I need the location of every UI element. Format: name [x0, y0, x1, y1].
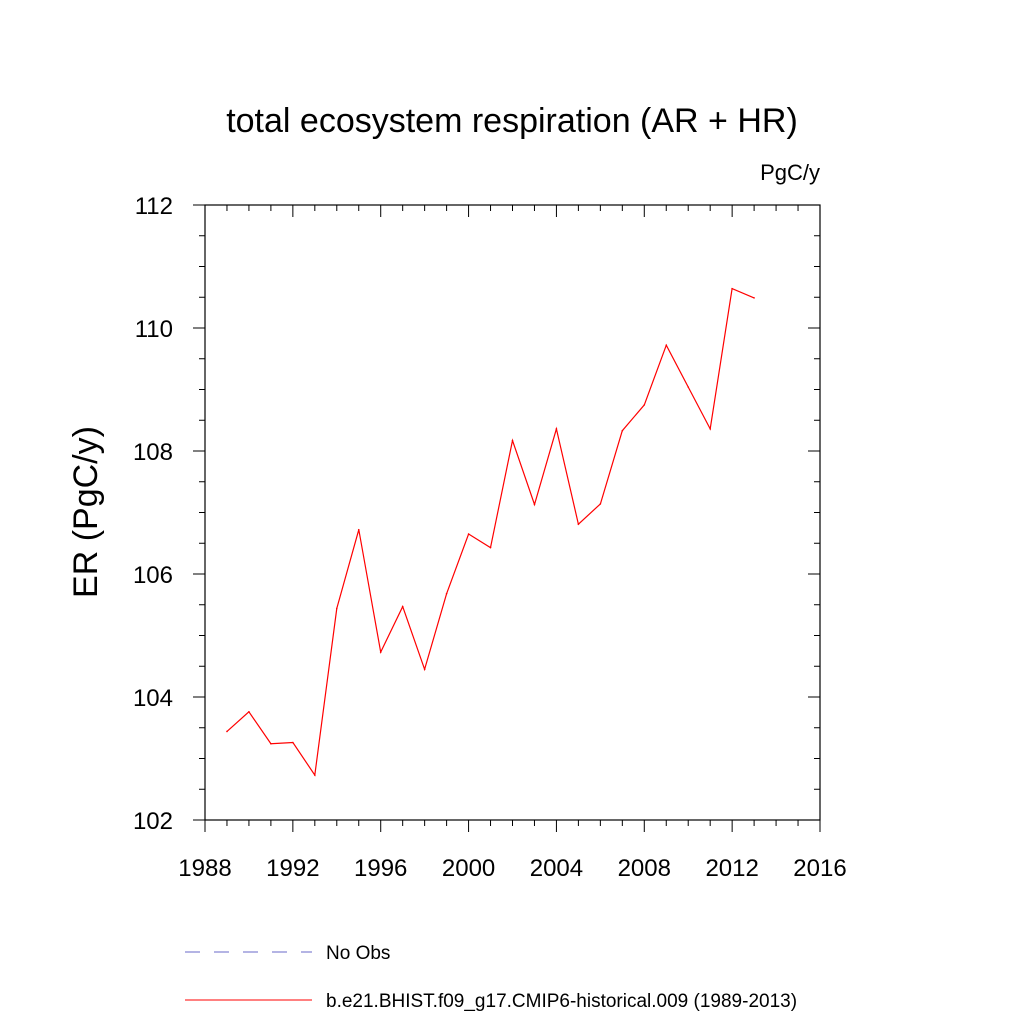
- x-tick-label: 2012: [705, 855, 758, 882]
- y-tick-label: 110: [135, 316, 173, 343]
- data-point: [314, 774, 316, 776]
- data-point: [292, 741, 294, 744]
- axes: 1988 1992 1996 2000 2004 2008 2012 2016 102 104 10…: [133, 193, 847, 882]
- x-tick-label: 2008: [618, 855, 671, 882]
- legend: No Obs b.e21.BHIST.f09_g17.CMIP6-historic…: [185, 943, 797, 1012]
- y-axis-label: ER (PgC/y): [67, 426, 105, 598]
- data-point: [467, 533, 470, 535]
- data-point: [643, 404, 646, 406]
- units-label: PgC/y: [760, 160, 820, 185]
- data-point: [335, 607, 338, 610]
- series-line: [226, 287, 755, 777]
- legend-item: b.e21.BHIST.f09_g17.CMIP6-historical.009…: [185, 991, 797, 1012]
- data-point: [687, 386, 690, 388]
- y-tick-label: 102: [133, 808, 173, 835]
- data-point: [226, 730, 228, 733]
- x-tick-label: 2000: [442, 855, 495, 882]
- data-point: [379, 651, 382, 653]
- data-point: [357, 528, 360, 531]
- data-point: [423, 668, 426, 671]
- plot-frame: [204, 204, 821, 821]
- data-point: [533, 503, 536, 506]
- chart-title: total ecosystem respiration (AR + HR): [226, 102, 798, 140]
- data-point: [621, 429, 624, 432]
- series-layer: [226, 287, 755, 777]
- y-tick-label: 108: [133, 439, 173, 466]
- data-point: [489, 546, 492, 549]
- data-point: [753, 297, 755, 299]
- data-point: [731, 287, 733, 290]
- data-point: [401, 605, 404, 608]
- data-point: [599, 503, 602, 505]
- x-tick-label: 2016: [793, 855, 846, 882]
- x-tick-label: 1992: [266, 855, 319, 882]
- data-point: [248, 710, 250, 713]
- legend-item: No Obs: [185, 943, 390, 964]
- x-tick-label: 1988: [178, 855, 231, 882]
- data-point: [270, 742, 272, 745]
- x-tick-label: 2004: [530, 855, 583, 882]
- data-point: [577, 523, 580, 525]
- data-point: [709, 428, 711, 430]
- data-point: [511, 439, 514, 442]
- y-tick-label: 104: [133, 685, 173, 712]
- legend-label: b.e21.BHIST.f09_g17.CMIP6-historical.009…: [326, 991, 797, 1012]
- legend-label: No Obs: [326, 943, 390, 964]
- y-tick-label: 106: [133, 562, 173, 589]
- x-tick-label: 1996: [354, 855, 407, 882]
- data-point: [555, 428, 558, 430]
- data-point: [665, 344, 668, 347]
- data-point: [445, 592, 448, 595]
- y-tick-label: 112: [135, 193, 173, 220]
